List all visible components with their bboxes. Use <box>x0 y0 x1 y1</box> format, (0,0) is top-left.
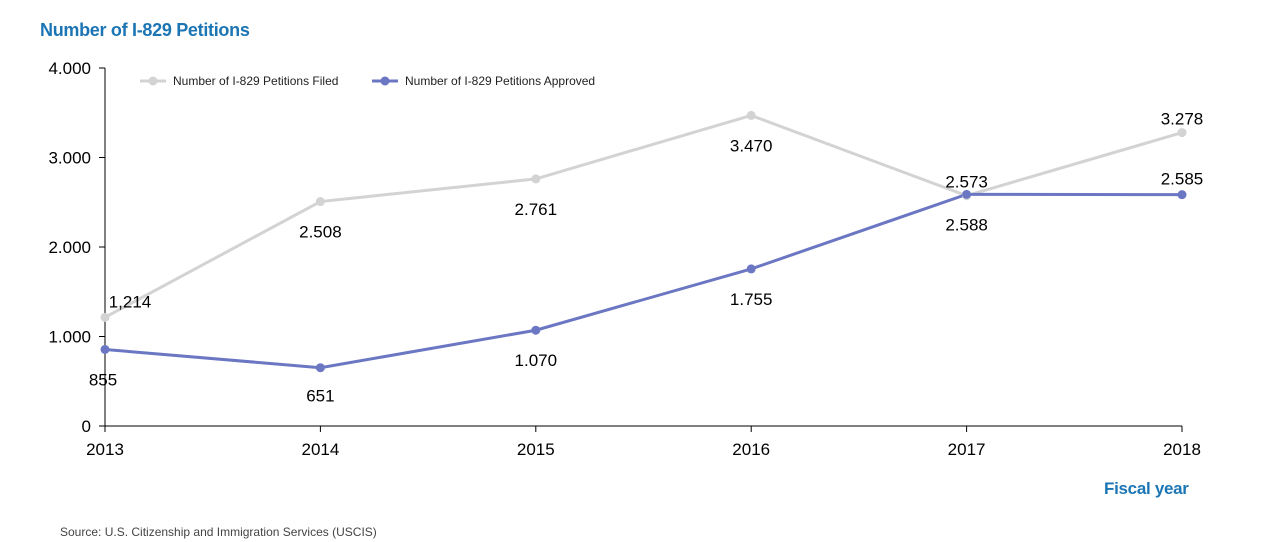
x-tick-label: 2018 <box>1163 440 1201 459</box>
data-point-filed <box>1177 128 1187 138</box>
data-point-approved <box>531 325 541 335</box>
x-tick-label: 2015 <box>517 440 555 459</box>
chart-title: Number of I-829 Petitions <box>40 20 250 40</box>
data-label-approved: 1.755 <box>730 290 773 309</box>
data-label-filed: 2.573 <box>945 173 988 192</box>
legend-label: Number of I-829 Petitions Approved <box>405 74 595 88</box>
y-tick-label: 2.000 <box>48 238 91 257</box>
y-tick-label: 3.000 <box>48 149 91 168</box>
data-label-approved: 2.585 <box>1161 170 1204 189</box>
y-tick-label: 1.000 <box>48 328 91 347</box>
x-tick-label: 2013 <box>86 440 124 459</box>
series-line-approved <box>104 192 1183 370</box>
data-label-filed: 2.508 <box>299 223 342 242</box>
data-label-filed: 3.470 <box>730 136 773 155</box>
data-label-approved: 2.588 <box>945 215 988 234</box>
data-label-filed: 1,214 <box>109 292 152 311</box>
data-label-approved: 651 <box>306 387 334 406</box>
data-point-filed <box>746 110 756 120</box>
data-point-approved <box>315 363 325 373</box>
data-point-filed <box>315 197 325 207</box>
legend-marker-icon <box>380 76 390 86</box>
legend-marker-icon <box>148 76 158 86</box>
data-label-approved: 855 <box>89 370 117 389</box>
data-label-filed: 3.278 <box>1161 110 1204 129</box>
x-axis-label: Fiscal year <box>1104 479 1189 498</box>
y-tick-label: 0 <box>82 417 91 436</box>
source-note: Source: U.S. Citizenship and Immigration… <box>60 525 377 539</box>
x-tick-label: 2016 <box>732 440 770 459</box>
y-tick-label: 4.000 <box>48 59 91 78</box>
data-point-filed <box>100 312 110 322</box>
data-point-approved <box>962 189 972 199</box>
data-label-approved: 1.070 <box>515 351 558 370</box>
data-label-filed: 2.761 <box>515 200 558 219</box>
data-point-approved <box>100 344 110 354</box>
series-line-filed <box>104 113 1183 319</box>
data-point-approved <box>1177 190 1187 200</box>
data-point-approved <box>746 264 756 274</box>
data-point-filed <box>531 174 541 184</box>
legend-label: Number of I-829 Petitions Filed <box>173 74 338 88</box>
x-tick-label: 2017 <box>948 440 986 459</box>
x-tick-label: 2014 <box>301 440 339 459</box>
